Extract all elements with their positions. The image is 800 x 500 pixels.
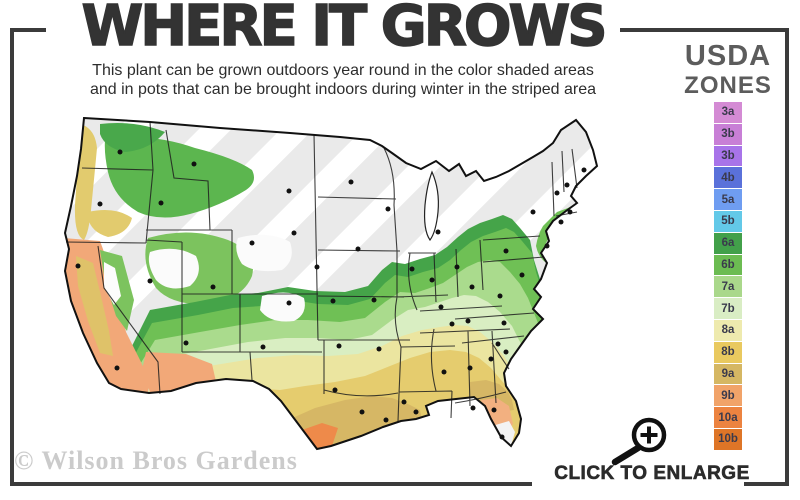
legend-heading-usda: USDA — [684, 40, 772, 72]
usda-zone-legend: 3a 3b 3b 4b 5a 5b 6a 6b 7a 7b 8a 8b 9a 9b 10a 10b — [714, 102, 742, 451]
zone-legend-cell-11: 8b — [714, 341, 742, 363]
frame-bottom-left-border — [10, 482, 532, 486]
magnifying-glass-plus-icon[interactable] — [605, 407, 675, 469]
zone-legend-cell-4: 5a — [714, 189, 742, 210]
legend-heading-zones: ZONES — [684, 72, 772, 99]
city-dots — [75, 149, 587, 440]
zone-legend-cell-0: 3a — [714, 102, 742, 123]
zone-legend-cell-3: 4b — [714, 167, 742, 189]
zone-legend-cell-9: 7b — [714, 298, 742, 319]
frame-right-border — [785, 28, 789, 486]
zone-legend-cell-10: 8a — [714, 319, 742, 341]
frame-top-right-border — [620, 28, 789, 32]
frame-bottom-right-border — [744, 482, 789, 486]
page-subtitle: This plant can be grown outdoors year ro… — [28, 61, 658, 99]
click-to-enlarge-button[interactable]: CLICK TO ENLARGE — [554, 463, 750, 485]
lake-michigan — [423, 170, 439, 242]
zone-legend-cell-8: 7a — [714, 276, 742, 298]
zone-legend-cell-1: 3b — [714, 123, 742, 145]
watermark: © Wilson Bros Gardens — [14, 446, 298, 475]
frame-left-border — [10, 28, 14, 486]
frame-top-left-stub — [10, 28, 46, 32]
zone-legend-cell-2: 3b — [714, 145, 742, 167]
zone-legend-cell-12: 9a — [714, 363, 742, 385]
zone-legend-cell-14: 10a — [714, 407, 742, 428]
zone-legend-cell-6: 6a — [714, 232, 742, 254]
subtitle-line-1: This plant can be grown outdoors year ro… — [92, 62, 594, 79]
legend-heading: USDA ZONES — [668, 42, 788, 98]
page-title: WHERE IT GROWS — [81, 0, 609, 60]
zone-legend-cell-5: 5b — [714, 210, 742, 232]
zone-legend-cell-7: 6b — [714, 254, 742, 276]
us-outline — [63, 116, 599, 451]
zone-legend-cell-15: 10b — [714, 428, 742, 450]
subtitle-line-2: and in pots that can be brought indoors … — [89, 81, 597, 98]
zone-legend-cell-13: 9b — [714, 385, 742, 407]
